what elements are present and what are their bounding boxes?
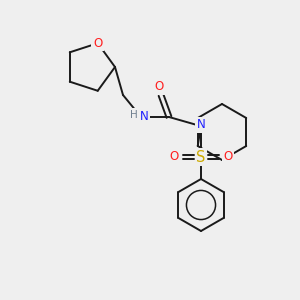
Text: N: N — [196, 118, 206, 131]
Text: O: O — [154, 80, 164, 94]
Text: O: O — [169, 151, 178, 164]
Text: O: O — [224, 151, 232, 164]
Text: S: S — [196, 149, 206, 164]
Text: N: N — [140, 110, 148, 124]
Text: H: H — [130, 110, 138, 120]
Text: O: O — [93, 37, 102, 50]
